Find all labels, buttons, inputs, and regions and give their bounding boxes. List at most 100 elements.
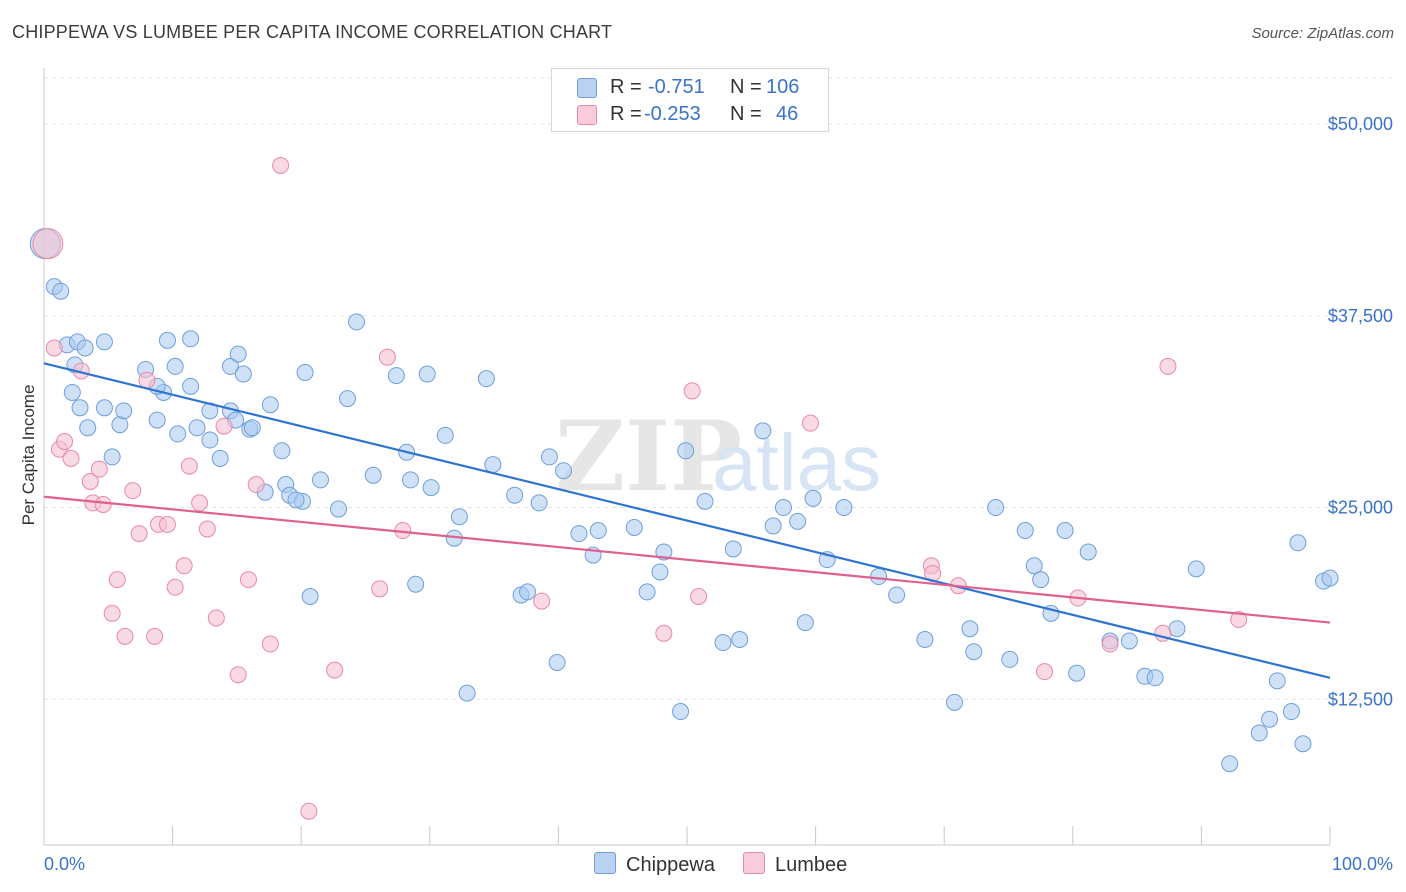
chippewa-point [589,522,607,540]
chippewa-point [484,456,502,474]
chippewa-point [965,643,983,661]
chippewa-point [347,313,365,331]
chippewa-point [774,499,792,517]
chippewa-point [402,471,420,489]
chippewa-point [754,422,772,440]
chippewa-point [63,383,81,401]
chippewa-point [158,331,176,349]
y-tick-label: $25,000 [1328,498,1393,518]
chippewa-point [169,425,187,443]
y-tick-label: $50,000 [1328,114,1393,134]
chippewa-point [221,357,239,375]
chippewa-point [166,357,184,375]
lumbee-point [116,627,134,645]
lumbee-point [32,228,64,260]
lumbee-point [191,494,209,512]
chippewa-point [1001,650,1019,668]
chippewa-swatch [577,78,597,98]
chippewa-point [229,345,247,363]
n-label: N = [730,76,762,98]
chippewa-point [1079,543,1097,561]
chippewa-point [1268,672,1286,690]
chippewa-point [296,364,314,382]
source-credit: Source: ZipAtlas.com [1251,25,1394,42]
chippewa-point [796,614,814,632]
watermark-atlas: atlas [712,418,881,507]
lumbee-point [247,476,265,494]
lumbee-point [239,571,257,589]
chippewa-point [1187,560,1205,578]
chippewa-point [1068,664,1086,682]
chippewa-point [555,462,573,480]
chippewa-trend-line [43,362,1331,679]
chippewa-point [638,583,656,601]
lumbee-point [1036,663,1054,681]
chippewa-point [789,512,807,530]
lumbee-point [378,348,396,366]
lumbee-point [801,414,819,432]
lumbee-point [1159,357,1177,375]
r-label: R = [610,76,642,98]
lumbee-swatch [577,105,597,125]
lumbee-point [45,339,63,357]
y-tick-labels: $12,500 $25,000 $37,500 $50,000 [1328,114,1393,709]
chart-title: CHIPPEWA VS LUMBEE PER CAPITA INCOME COR… [12,22,613,42]
n-value: 46 [776,103,799,125]
lumbee-point [108,571,126,589]
chippewa-point [1282,703,1300,721]
chippewa-point [764,517,782,535]
chippewa-point [115,402,133,420]
chippewa-point [364,466,382,484]
chippewa-legend-label: Chippewa [626,854,715,876]
chippewa-point [677,442,695,460]
chippewa-point [651,563,669,581]
lumbee-point [158,515,176,533]
watermark-zip: ZIP [555,400,742,513]
chippewa-point [530,494,548,512]
chippewa-point [211,449,229,467]
lumbee-point [180,457,198,475]
lumbee-point [166,578,184,596]
chippewa-point [1025,557,1043,575]
chippewa-point [1056,522,1074,540]
chippewa-point [1294,735,1312,753]
chippewa-point [79,419,97,437]
lumbee-point [1101,635,1119,653]
chippewa-point [95,399,113,417]
chippewa-point [188,419,206,437]
lumbee-point [124,482,142,500]
chippewa-point [273,442,291,460]
chippewa-point [148,411,166,429]
chippewa-point [422,479,440,497]
x-tick-label-max: 100.0% [1332,854,1393,874]
lumbee-legend-swatch [743,852,765,874]
lumbee-point [94,495,112,513]
chippewa-point [287,491,305,509]
lumbee-point [261,635,279,653]
lumbee-point [229,666,247,684]
chippewa-point [1289,534,1307,552]
chippewa-point [870,568,888,586]
lumbee-point [272,156,290,174]
chippewa-point [407,575,425,593]
chippewa-point [387,367,405,385]
lumbee-point [175,557,193,575]
chippewa-point [731,630,749,648]
chippewa-point [888,586,906,604]
trend-lines [43,362,1331,679]
lumbee-point [533,592,551,610]
chippewa-point [1321,569,1339,587]
chippewa-points [29,228,1339,773]
stats-legend: R = -0.751 N = 106 R = -0.253 N = 46 [551,68,829,132]
chippewa-point [1016,522,1034,540]
chippewa-point [1168,620,1186,638]
lumbee-point [56,433,74,451]
lumbee-point [300,802,318,820]
chippewa-point [436,426,454,444]
legend-item-lumbee[interactable]: Lumbee [743,852,847,877]
chippewa-point [961,620,979,638]
chippewa-point [714,634,732,652]
lumbee-point [326,661,344,679]
legend-item-chippewa[interactable]: Chippewa [594,852,715,877]
